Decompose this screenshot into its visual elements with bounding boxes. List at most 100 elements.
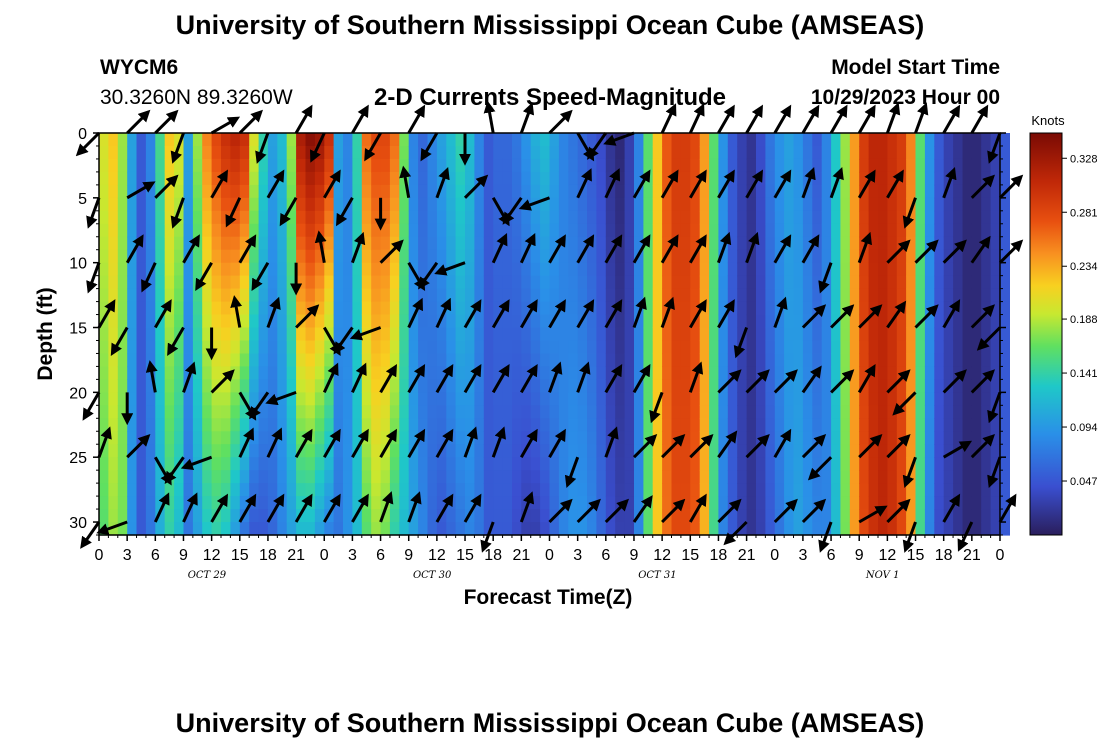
heat-cell bbox=[258, 522, 269, 536]
heat-cell bbox=[540, 146, 551, 160]
heat-cell bbox=[455, 171, 466, 186]
heat-cell bbox=[868, 184, 879, 199]
heat-cell bbox=[878, 392, 888, 406]
heat-cell bbox=[568, 405, 579, 419]
heat-cell bbox=[324, 146, 335, 160]
heat-cell bbox=[99, 444, 109, 458]
heat-cell bbox=[756, 197, 766, 212]
heat-cell bbox=[962, 340, 973, 355]
heat-cell bbox=[765, 418, 776, 432]
heat-cell bbox=[192, 171, 203, 186]
heat-cell bbox=[859, 275, 870, 290]
heat-cell bbox=[934, 301, 945, 316]
heat-cell bbox=[906, 522, 917, 536]
heat-cell bbox=[286, 210, 297, 225]
heat-cell bbox=[211, 197, 222, 212]
heat-cell bbox=[709, 418, 720, 432]
current-arrow bbox=[379, 239, 404, 264]
heat-cell bbox=[202, 327, 213, 342]
heat-cell bbox=[924, 146, 935, 160]
heat-cell bbox=[211, 314, 222, 329]
current-arrow bbox=[154, 299, 172, 329]
heat-cell bbox=[333, 353, 344, 368]
heat-cell bbox=[615, 249, 626, 264]
current-arrow bbox=[886, 434, 911, 459]
heat-cell bbox=[709, 262, 720, 277]
heat-cell bbox=[690, 275, 701, 290]
heat-cell bbox=[493, 301, 504, 316]
heat-cell bbox=[896, 197, 907, 212]
heat-cell bbox=[249, 249, 260, 264]
heat-cell bbox=[971, 288, 982, 303]
heat-cell bbox=[324, 301, 335, 316]
heat-cell bbox=[474, 353, 485, 368]
heat-cell bbox=[249, 431, 260, 445]
heat-cell bbox=[530, 275, 541, 290]
heat-cell bbox=[202, 275, 213, 290]
x-tick-label: 6 bbox=[601, 547, 610, 564]
heat-cell bbox=[277, 353, 288, 368]
heat-cell bbox=[418, 483, 429, 497]
heat-cell bbox=[239, 522, 250, 536]
heat-cell bbox=[446, 197, 457, 212]
heat-cell bbox=[155, 288, 166, 303]
heat-cell bbox=[906, 301, 917, 316]
heat-cell bbox=[99, 366, 109, 380]
heat-cell bbox=[211, 327, 222, 342]
heat-cell bbox=[192, 522, 203, 536]
current-arrow bbox=[858, 304, 883, 329]
heat-cell bbox=[727, 457, 738, 471]
heat-cell bbox=[558, 340, 569, 355]
heat-cell bbox=[568, 327, 579, 342]
heat-cell bbox=[202, 522, 213, 536]
heat-cell bbox=[305, 470, 316, 484]
heat-cell bbox=[990, 314, 1001, 329]
heat-cell bbox=[183, 262, 194, 277]
heat-cell bbox=[408, 509, 419, 523]
heat-cell bbox=[296, 249, 307, 264]
heat-cell bbox=[427, 418, 438, 432]
heat-cell bbox=[634, 457, 644, 471]
heat-cell bbox=[314, 314, 325, 329]
heat-cell bbox=[746, 418, 757, 432]
heat-cell bbox=[896, 353, 907, 368]
heat-cell bbox=[408, 314, 419, 329]
heat-cell bbox=[108, 288, 119, 303]
heat-cell bbox=[727, 210, 738, 225]
heat-cell bbox=[296, 496, 307, 510]
heat-cell bbox=[924, 171, 935, 186]
heat-cell bbox=[878, 301, 888, 316]
colorbar-tick-label: 0.141 bbox=[1070, 368, 1098, 380]
heat-cell bbox=[812, 353, 823, 368]
heat-cell bbox=[605, 366, 616, 380]
heat-cell bbox=[671, 483, 682, 497]
heat-cell bbox=[333, 379, 344, 393]
heat-cell bbox=[389, 509, 400, 523]
heat-cell bbox=[953, 470, 964, 484]
heat-cell bbox=[558, 327, 569, 342]
heat-cell bbox=[155, 327, 166, 342]
heat-cell bbox=[709, 340, 720, 355]
heat-cell bbox=[211, 275, 222, 290]
heat-cell bbox=[389, 249, 400, 264]
heat-cell bbox=[624, 444, 635, 458]
heat-cell bbox=[267, 483, 278, 497]
current-arrow bbox=[661, 498, 686, 524]
heat-cell bbox=[549, 133, 560, 147]
current-arrow bbox=[632, 169, 651, 199]
heat-cell bbox=[380, 314, 391, 329]
heat-cell bbox=[990, 171, 1001, 186]
heat-cell bbox=[493, 262, 504, 277]
heat-cell bbox=[258, 483, 269, 497]
heat-cell bbox=[145, 236, 156, 251]
heat-cell bbox=[878, 171, 888, 186]
heat-cell bbox=[436, 146, 447, 160]
heat-cell bbox=[155, 275, 166, 290]
heat-cell bbox=[183, 184, 194, 199]
heat-cell bbox=[812, 405, 823, 419]
heat-cell bbox=[305, 171, 316, 186]
heat-cell bbox=[812, 379, 823, 393]
heat-cell bbox=[981, 184, 992, 199]
heat-cell bbox=[784, 405, 795, 419]
heat-cell bbox=[174, 509, 185, 523]
